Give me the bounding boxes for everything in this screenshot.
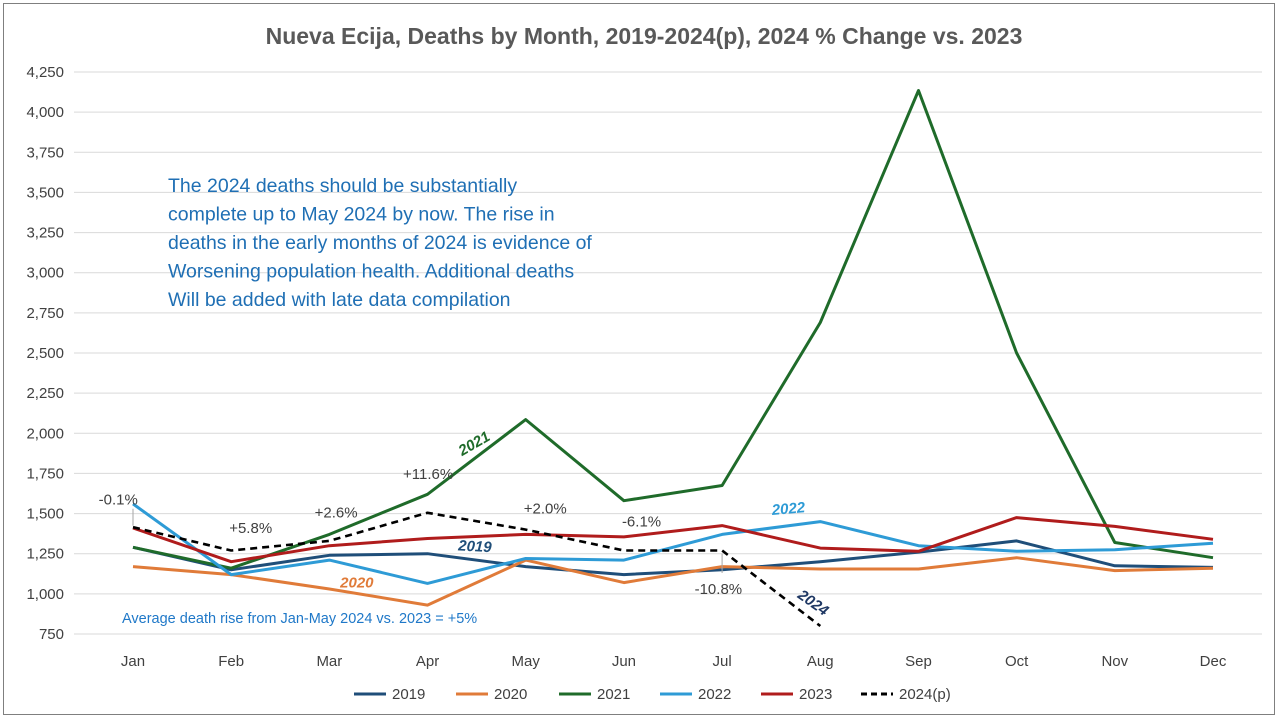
- annotation-note: The 2024 deaths should be substantially c…: [168, 175, 592, 311]
- y-tick-label: 1,500: [26, 506, 64, 523]
- y-tick-label: 4,000: [26, 104, 64, 121]
- note-line: complete up to May 2024 by now. The rise…: [168, 204, 555, 226]
- series-line-2020: [132, 556, 1214, 607]
- chart-frame: Nueva Ecija, Deaths by Month, 2019-2024(…: [3, 3, 1275, 715]
- chart-title: Nueva Ecija, Deaths by Month, 2019-2024(…: [266, 23, 1023, 49]
- percent-change-labels: -0.1% +5.8% +2.6% +11.6% +2.0% -6.1% -10.8%: [99, 466, 742, 598]
- legend-label: 2024(p): [899, 686, 951, 703]
- y-tick-label: 1,250: [26, 546, 64, 563]
- y-tick-label: 3,750: [26, 144, 64, 161]
- y-tick-label: 2,750: [26, 305, 64, 322]
- gridlines: [74, 71, 1262, 635]
- y-tick-label: 4,250: [26, 64, 64, 81]
- legend: 2019 2020 2021 2022 2023 2024(p): [354, 686, 951, 703]
- series-lines: [132, 89, 1214, 628]
- y-tick-label: 1,750: [26, 465, 64, 482]
- x-tick-label: Aug: [807, 653, 834, 670]
- series-line-2021: [132, 89, 1214, 570]
- percent-change-label: +2.6%: [315, 505, 358, 522]
- line-chart: Nueva Ecija, Deaths by Month, 2019-2024(…: [26, 23, 1262, 703]
- x-tick-label: Sep: [905, 653, 932, 670]
- y-tick-label: 3,250: [26, 225, 64, 242]
- note-line: The 2024 deaths should be substantially: [168, 175, 517, 197]
- y-tick-label: 750: [39, 626, 64, 643]
- series-line-2024p: [132, 511, 822, 628]
- x-tick-label: Jun: [612, 653, 636, 670]
- legend-label: 2022: [698, 686, 731, 703]
- percent-change-label: -10.8%: [695, 581, 743, 598]
- note-line: deaths in the early months of 2024 is ev…: [168, 232, 592, 254]
- x-tick-label: Apr: [416, 653, 439, 670]
- percent-change-label: -0.1%: [99, 492, 138, 509]
- legend-label: 2023: [799, 686, 832, 703]
- x-tick-label: Dec: [1200, 653, 1227, 670]
- note-line: Worsening population health. Additional …: [168, 261, 574, 283]
- percent-change-label: +5.8%: [229, 520, 272, 537]
- x-tick-label: Jul: [712, 653, 731, 670]
- series-line-2019: [132, 539, 1214, 577]
- x-axis-ticks: Jan Feb Mar Apr May Jun Jul Aug Sep Oct Nov Dec: [121, 653, 1227, 670]
- note-line: Will be added with late data compilation: [168, 289, 511, 311]
- series-line-2022: [132, 502, 1214, 585]
- percent-change-label: +2.0%: [524, 501, 567, 518]
- legend-label: 2019: [392, 686, 425, 703]
- x-tick-label: Feb: [218, 653, 244, 670]
- average-note: Average death rise from Jan-May 2024 vs.…: [122, 611, 477, 627]
- legend-label: 2020: [494, 686, 527, 703]
- y-tick-label: 2,250: [26, 385, 64, 402]
- y-tick-label: 3,500: [26, 184, 64, 201]
- y-tick-label: 2,000: [26, 425, 64, 442]
- y-tick-label: 2,500: [26, 345, 64, 362]
- legend-label: 2021: [597, 686, 630, 703]
- series-line-2023: [132, 516, 1214, 564]
- series-label: 2022: [770, 499, 806, 519]
- x-tick-label: Oct: [1005, 653, 1029, 670]
- y-tick-label: 1,000: [26, 586, 64, 603]
- percent-change-label: -6.1%: [622, 513, 661, 530]
- x-tick-label: Mar: [316, 653, 342, 670]
- y-axis-ticks: 750 1,000 1,250 1,500 1,750 2,000 2,250 2,500 2,…: [26, 64, 64, 643]
- series-label: 2020: [339, 574, 374, 591]
- x-tick-label: Jan: [121, 653, 145, 670]
- y-tick-label: 3,000: [26, 265, 64, 282]
- x-tick-label: May: [512, 653, 541, 670]
- series-label: 2024: [794, 586, 832, 620]
- series-label: 2019: [457, 537, 493, 556]
- percent-change-label: +11.6%: [403, 466, 453, 483]
- x-tick-label: Nov: [1101, 653, 1128, 670]
